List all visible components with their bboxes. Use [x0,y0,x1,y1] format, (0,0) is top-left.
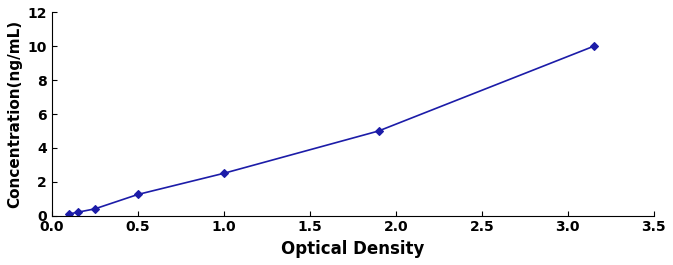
Y-axis label: Concentration(ng/mL): Concentration(ng/mL) [7,20,22,208]
X-axis label: Optical Density: Optical Density [281,240,425,258]
